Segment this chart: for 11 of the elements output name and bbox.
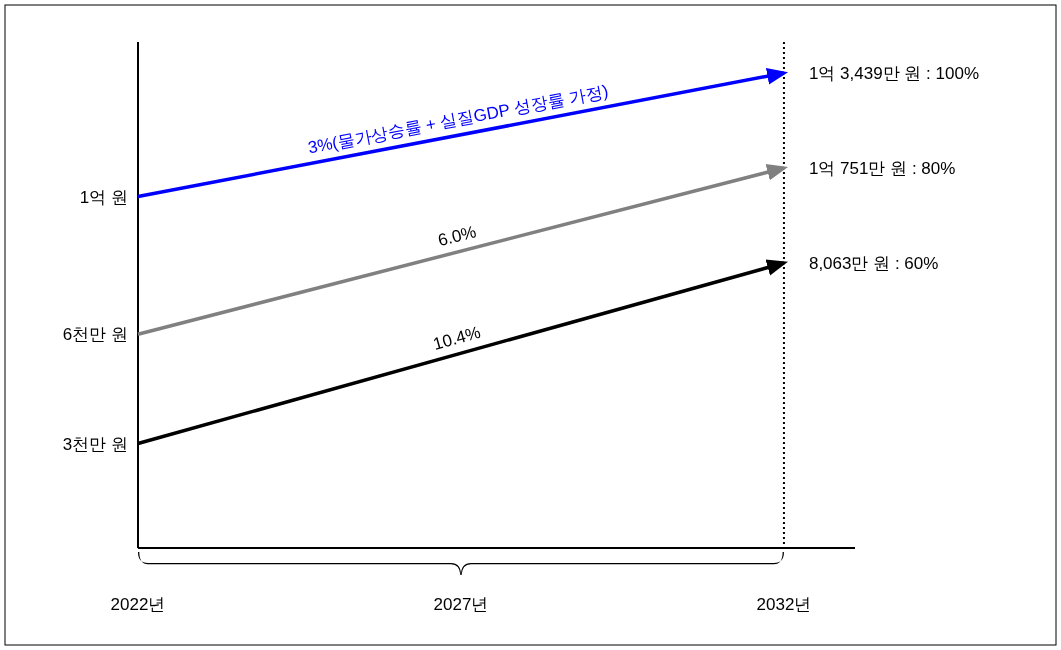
annotation: 6천만 원	[62, 325, 128, 345]
annotation: 10.4%	[431, 322, 483, 354]
annotation: 1억 원	[79, 187, 128, 207]
annotation: 1억 751만 원 : 80%	[808, 159, 956, 178]
x-tick-label: 2022년	[110, 595, 166, 614]
annotation: 1억 3,439만 원 : 100%	[808, 64, 980, 83]
annotation: 6.0%	[435, 222, 479, 251]
annotation: 3천만 원	[62, 434, 128, 454]
annotation: 8,063만 원 : 60%	[808, 254, 939, 273]
x-tick-label: 2027년	[433, 595, 489, 614]
x-tick-label: 2032년	[756, 595, 812, 614]
